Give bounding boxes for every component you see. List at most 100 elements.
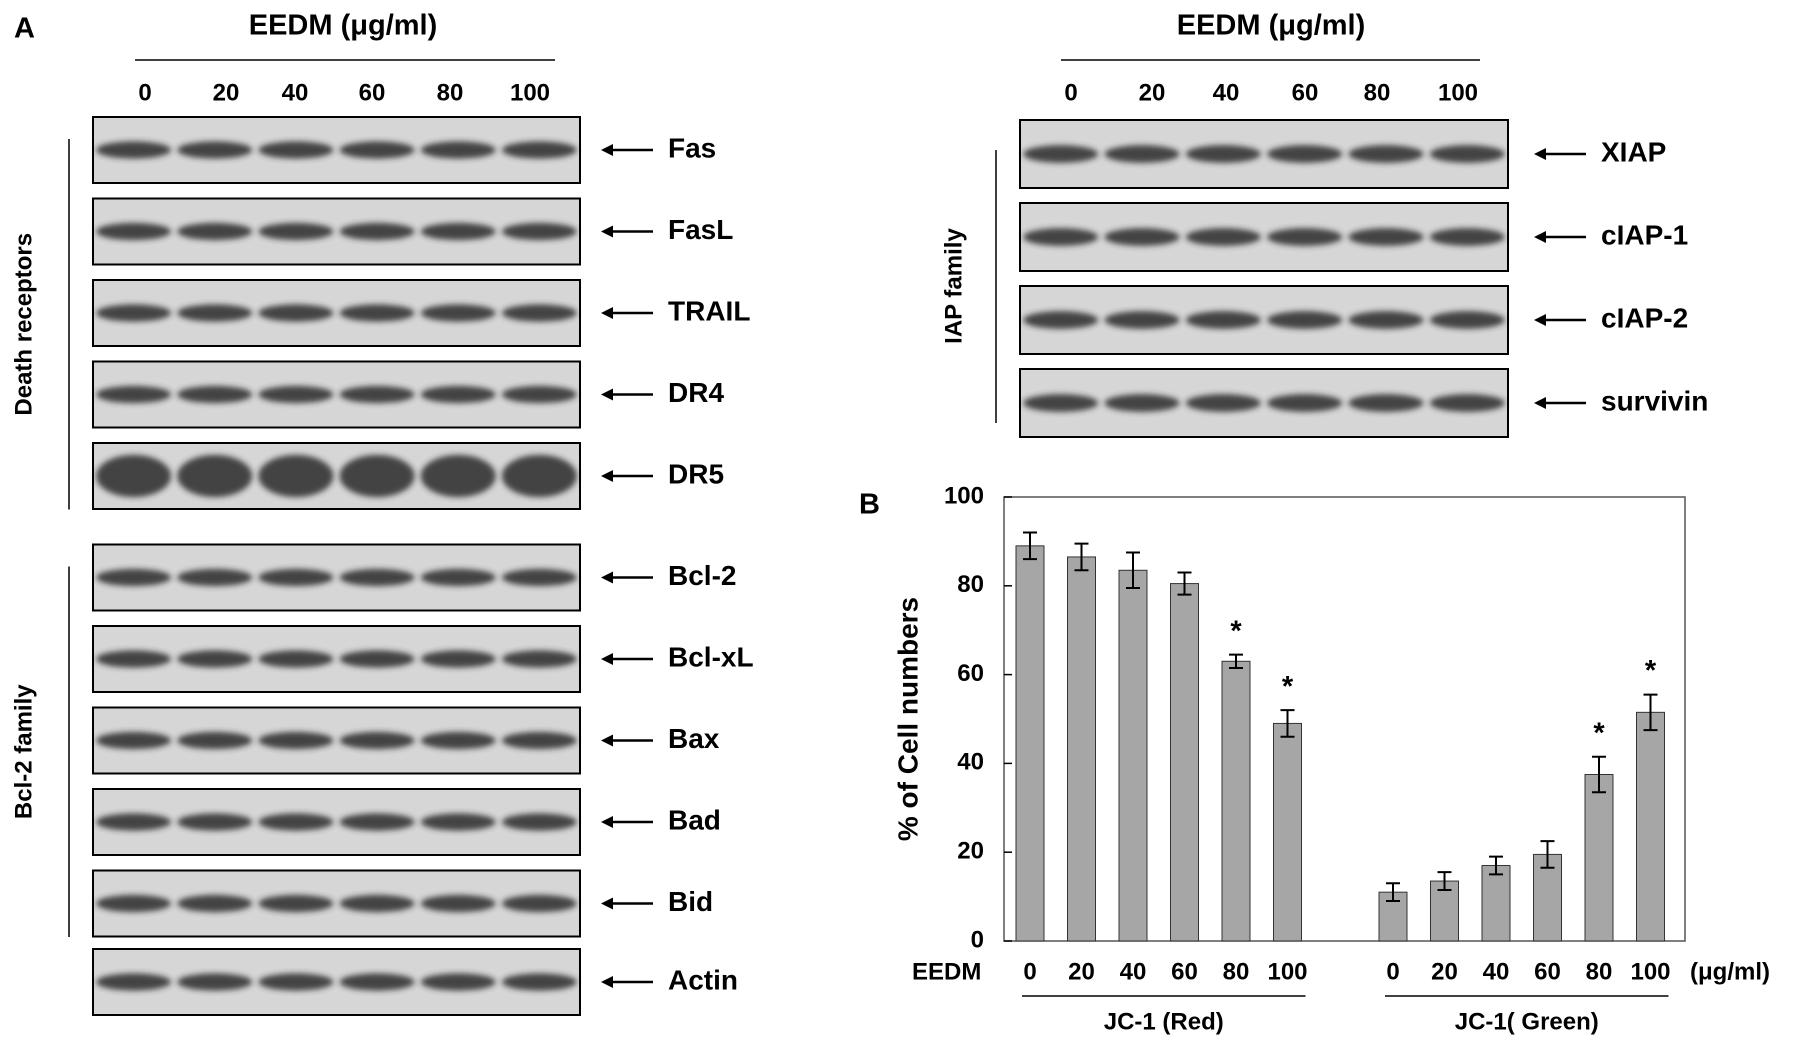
blot-band [177, 454, 253, 498]
arrow-head [1534, 148, 1546, 160]
bar [1273, 722, 1302, 942]
blot-band [420, 304, 496, 322]
blot-band [501, 731, 577, 750]
protein-label: TRAIL [668, 295, 750, 326]
arrow-head [1534, 314, 1546, 326]
blot-band [339, 973, 415, 991]
blot-band [1348, 228, 1424, 246]
group-label: Death receptors [10, 233, 37, 416]
blot-band [96, 731, 172, 750]
blot-frame [92, 706, 581, 775]
blot-band [1185, 228, 1261, 246]
blot-background [93, 443, 580, 509]
group-label: IAP family [940, 228, 967, 344]
blot-background [93, 789, 580, 855]
blot-band [501, 385, 577, 404]
blot-background [93, 280, 580, 346]
group-label: Bcl-2 family [10, 684, 37, 819]
protein-label: Bcl-2 [668, 560, 736, 591]
arrow-head [601, 225, 613, 238]
blot-background [93, 626, 580, 692]
protein-label: Fas [668, 132, 716, 163]
error-bar [1540, 840, 1555, 869]
blot-band [177, 385, 253, 404]
error-bar [1023, 531, 1037, 561]
protein-label: survivin [1601, 385, 1708, 416]
bar [1118, 569, 1148, 942]
blot-background [93, 117, 580, 183]
arrow-head [601, 897, 613, 910]
x-tick-label: 40 [1483, 958, 1510, 985]
treatment-label: EEDM (μg/ml) [1177, 10, 1366, 42]
blot-band [96, 454, 172, 498]
blot-background [1020, 369, 1508, 437]
x-tick-label: 80 [1223, 958, 1250, 985]
blot-band [339, 454, 415, 498]
blot-band [501, 304, 577, 322]
blot-band [1104, 145, 1180, 163]
blot-band [1267, 228, 1343, 246]
blot-band [1429, 394, 1505, 412]
y-tick-label: 40 [957, 749, 984, 776]
blot-band [420, 813, 496, 831]
dose-label: 60 [359, 79, 386, 106]
blot-background [93, 707, 580, 774]
arrow-head [601, 571, 613, 584]
x-tick-label: 40 [1120, 958, 1147, 985]
dose-label: 80 [437, 79, 464, 106]
blot-band [96, 894, 172, 913]
blot-band [1185, 311, 1261, 329]
blot-band [258, 385, 334, 404]
y-tick-label: 80 [957, 571, 984, 598]
dose-label: 0 [1064, 79, 1077, 106]
blot-band [1348, 311, 1424, 329]
protein-label: XIAP [1601, 136, 1666, 167]
blot-frame [1019, 119, 1509, 189]
blot-band [339, 894, 415, 913]
blot-frame [1019, 368, 1509, 438]
y-tick-label: 0 [971, 926, 984, 953]
arrow-head [601, 307, 613, 319]
x-tick-label: 20 [1068, 958, 1095, 985]
blot-band [420, 731, 496, 750]
blot-band [258, 731, 334, 750]
x-tick-label: 100 [1630, 958, 1670, 985]
significance-mark: * [1593, 717, 1605, 749]
bar [1170, 583, 1199, 942]
significance-mark: * [1645, 655, 1657, 687]
significance-mark: * [1230, 615, 1242, 647]
blot-band [339, 813, 415, 831]
blot-band [1267, 145, 1343, 163]
blot-band [96, 222, 172, 241]
arrow-head [601, 734, 613, 747]
blot-band [177, 813, 253, 831]
blot-background [93, 198, 580, 265]
blot-band [96, 385, 172, 404]
group-label: JC-1 (Red) [1104, 1008, 1224, 1035]
blot-band [1348, 394, 1424, 412]
blot-background [93, 870, 580, 937]
significance-mark: * [1282, 671, 1294, 703]
bar [1584, 774, 1614, 942]
treatment-label: EEDM (μg/ml) [249, 10, 438, 42]
blot-band [420, 454, 496, 498]
x-tick-label: 60 [1534, 958, 1561, 985]
blot-band [177, 894, 253, 913]
arrow-head [601, 976, 613, 988]
blot-band [1023, 228, 1099, 246]
blot-band [258, 813, 334, 831]
blot-band [1429, 311, 1505, 329]
error-bar [1489, 855, 1503, 876]
bar [1481, 865, 1511, 942]
x-tick-label: 0 [1386, 958, 1399, 985]
blot-band [177, 731, 253, 750]
blot-frame [92, 116, 581, 184]
protein-label: FasL [668, 214, 733, 245]
protein-label: Bcl-xL [668, 641, 754, 672]
error-bar [1386, 882, 1400, 903]
blot-frame [92, 869, 581, 938]
protein-label: Bad [668, 804, 721, 835]
blot-band [501, 973, 577, 991]
bar [1015, 545, 1045, 942]
error-bar [1177, 571, 1192, 596]
